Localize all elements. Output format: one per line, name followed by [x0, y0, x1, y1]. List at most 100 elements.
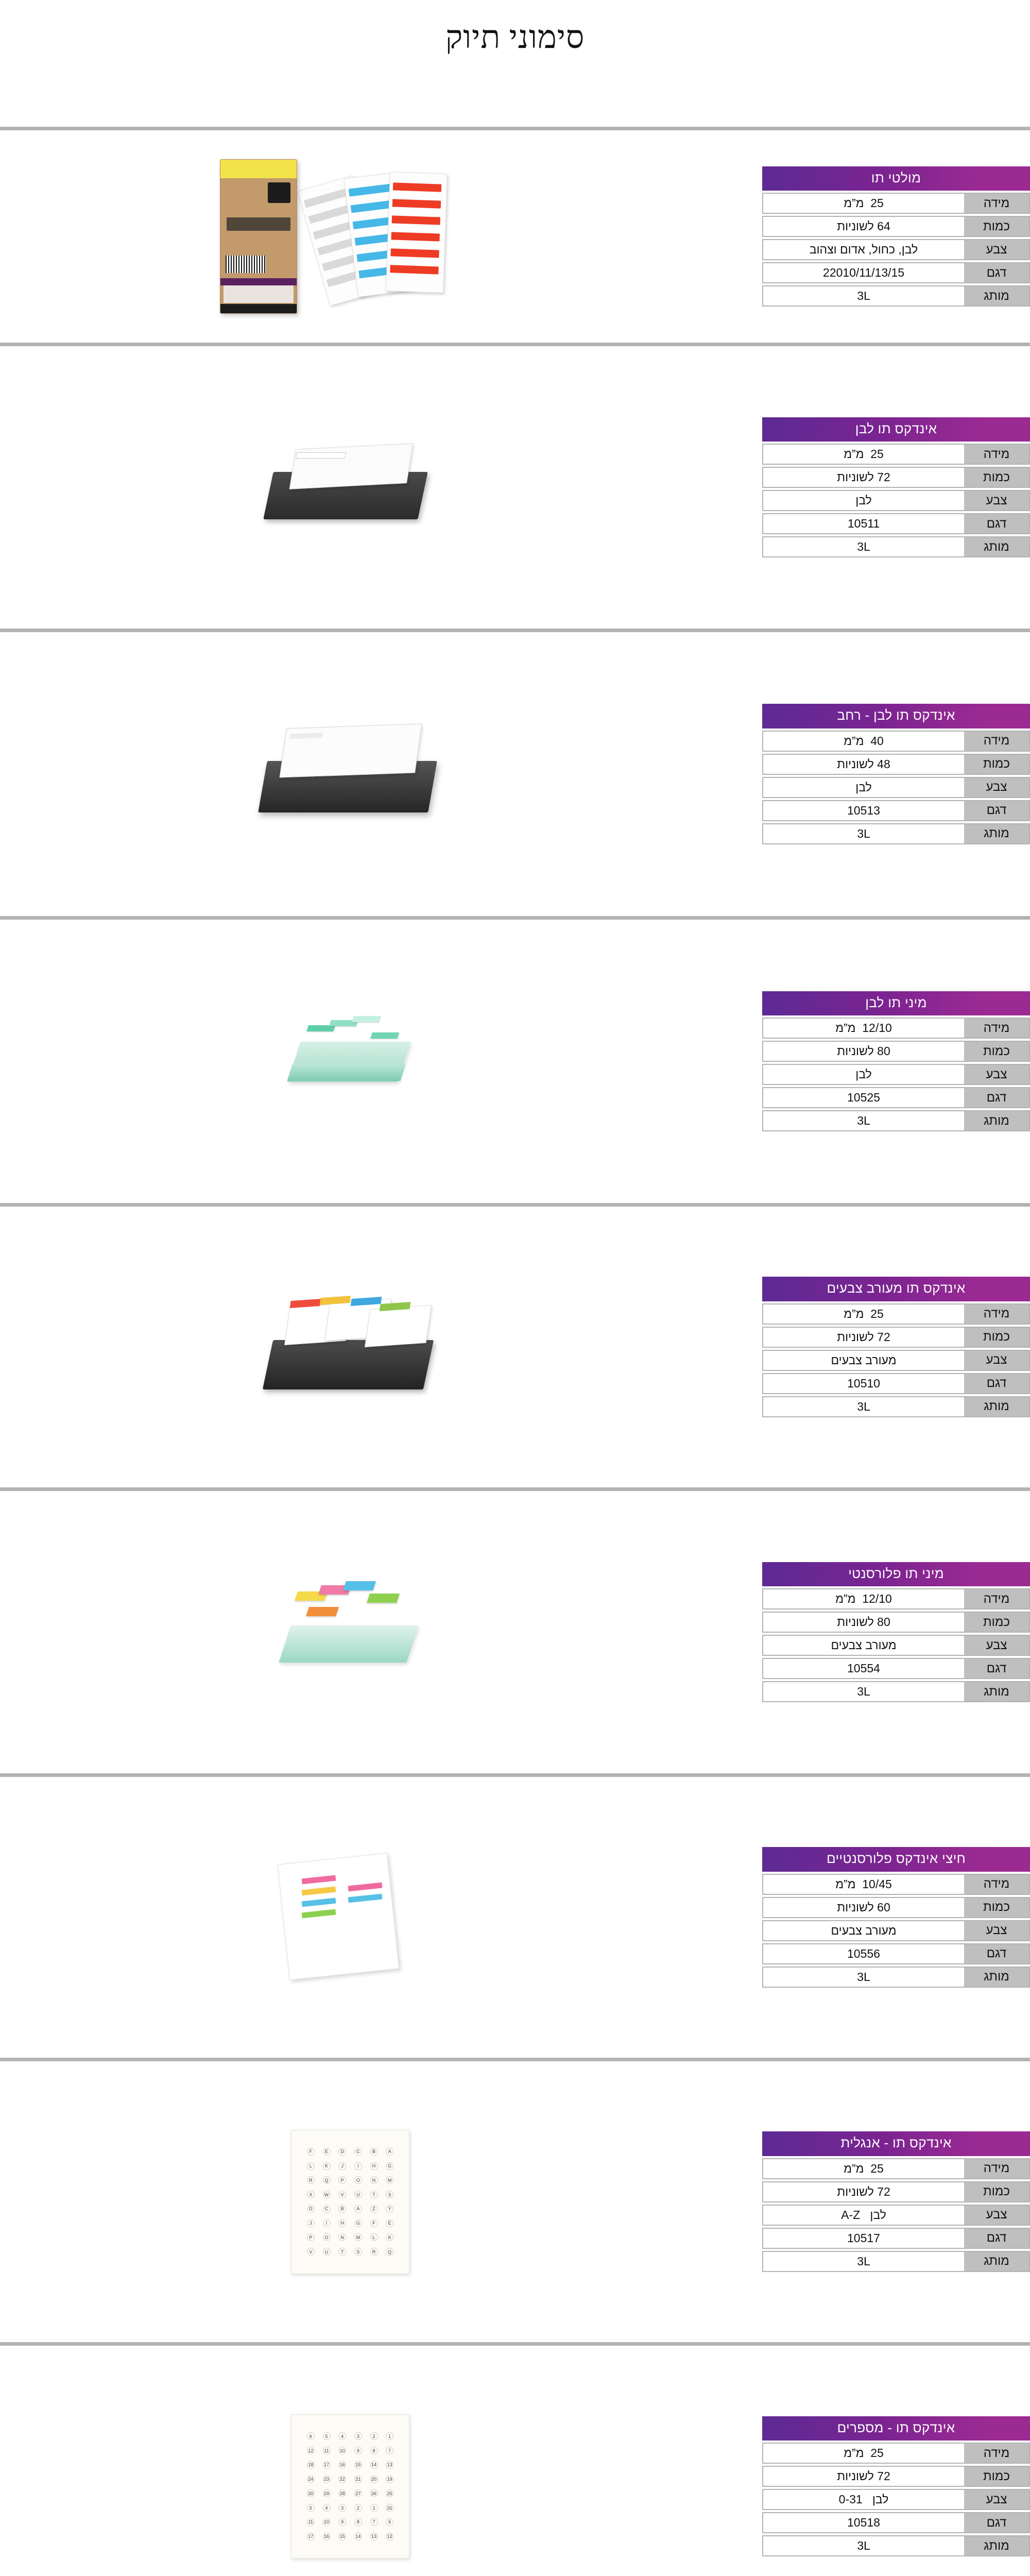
spec-label-quantity: כמות [964, 1613, 1029, 1632]
spec-label-size: מידה [964, 731, 1029, 751]
spec-value-model: 22010/11/13/15 [763, 263, 964, 283]
spec-label-brand: מותג [964, 1682, 1029, 1702]
product-title: אינדקס תו - אנגלית [762, 2131, 1030, 2156]
product-section-mixed-color-index-tabs[interactable]: אינדקס תו מעורב צבעים מידה 25 מ”מ כמות 7… [0, 1207, 1030, 1491]
spec-row-model: דגם 22010/11/13/15 [762, 262, 1030, 284]
product-section-number-index-tabs[interactable]: אינדקס תו - מספרים מידה 25 מ”מ כמות 72 ל… [0, 2346, 1030, 2576]
spec-row-quantity: כמות 60 לשוניות [762, 1896, 1030, 1918]
spec-row-color: צבע מעורב צבעים [762, 1349, 1030, 1371]
spec-label-model: דגם [964, 2228, 1029, 2248]
spec-label-color: צבע [964, 1065, 1029, 1084]
spec-value-brand: 3L [763, 1397, 964, 1416]
spec-label-quantity: כמות [964, 217, 1029, 236]
spec-label-size: מידה [964, 1874, 1029, 1894]
spec-value-color: לבן [763, 1065, 964, 1084]
spec-row-color: צבע לבן [762, 1064, 1030, 1086]
spec-value-color: לבן, כחול, אדום וצהוב [763, 240, 964, 260]
white-index-tabs-binder-photo [263, 441, 435, 534]
product-section-fluorescent-mini-tabs[interactable]: מיני תו פלורסנטי מידה 12/10 מ”מ כמות 80 … [0, 1491, 1030, 1777]
spec-value-brand: 3L [763, 1967, 964, 1987]
spec-row-brand: מותג 3L [762, 1110, 1030, 1132]
spec-column: אינדקס תו - אנגלית מידה 25 מ”מ כמות 72 ל… [700, 2131, 1030, 2272]
product-section-mini-white-tabs[interactable]: מיני תו לבן מידה 12/10 מ”מ כמות 80 לשוני… [0, 920, 1030, 1207]
spec-row-quantity: כמות 48 לשוניות [762, 753, 1030, 775]
spec-label-model: דגם [964, 801, 1029, 820]
spec-row-quantity: כמות 72 לשוניות [762, 2181, 1030, 2202]
product-section-english-index-tabs[interactable]: אינדקס תו - אנגלית מידה 25 מ”מ כמות 72 ל… [0, 2061, 1030, 2346]
spec-row-brand: מותג 3L [762, 1396, 1030, 1417]
spec-value-color: מעורב צבעים [763, 1350, 964, 1370]
spec-label-quantity: כמות [964, 754, 1029, 774]
spec-value-model: 10517 [763, 2228, 964, 2248]
spec-value-model: 10511 [763, 514, 964, 534]
product-image-column [0, 1207, 700, 1487]
product-section-white-index-tabs[interactable]: אינדקס תו לבן מידה 25 מ”מ כמות 72 לשוניו… [0, 346, 1030, 632]
spec-value-size: 12/10 מ”מ [763, 1589, 964, 1609]
spec-value-quantity: 80 לשוניות [763, 1042, 964, 1061]
spec-row-size: מידה 12/10 מ”מ [762, 1588, 1030, 1610]
spec-row-color: צבע לבן A-Z [762, 2204, 1030, 2226]
product-title: אינדקס תו מעורב צבעים [762, 1277, 1030, 1301]
spec-value-model: 10513 [763, 801, 964, 820]
spec-label-color: צבע [964, 1636, 1029, 1655]
spec-row-size: מידה 12/10 מ”מ [762, 1018, 1030, 1039]
fluorescent-mini-tabs-photo [276, 1578, 425, 1686]
product-section-multi-tabs[interactable]: מולטי תו מידה 25 מ”מ כמות 64 לשוניות צבע… [0, 130, 1030, 346]
spec-label-color: צבע [964, 240, 1029, 260]
spec-label-quantity: כמות [964, 468, 1029, 487]
spec-label-brand: מותג [964, 1111, 1029, 1131]
spec-column: מיני תו לבן מידה 12/10 מ”מ כמות 80 לשוני… [700, 991, 1030, 1132]
product-section-fluorescent-index-arrows[interactable]: חיצי אינדקס פלורסנטיים מידה 10/45 מ”מ כמ… [0, 1777, 1030, 2061]
spec-label-brand: מותג [964, 2251, 1029, 2271]
product-section-wide-white-index-tabs[interactable]: אינדקס תו לבן - רחב מידה 40 מ”מ כמות 48 … [0, 632, 1030, 920]
spec-value-size: 25 מ”מ [763, 2159, 964, 2178]
spec-value-size: 25 מ”מ [763, 1304, 964, 1324]
spec-table: מיני תו פלורסנטי מידה 12/10 מ”מ כמות 80 … [762, 1562, 1030, 1703]
mixed-color-index-tabs-photo [262, 1295, 438, 1399]
product-image-column [0, 920, 700, 1203]
spec-value-quantity: 72 לשוניות [763, 1327, 964, 1347]
spec-row-brand: מותג 3L [762, 2250, 1030, 2272]
spec-column: מולטי תו מידה 25 מ”מ כמות 64 לשוניות צבע… [700, 166, 1030, 307]
spec-label-brand: מותג [964, 2536, 1029, 2556]
spec-label-brand: מותג [964, 537, 1029, 557]
spec-row-size: מידה 10/45 מ”מ [762, 1873, 1030, 1895]
spec-value-size: 12/10 מ”מ [763, 1019, 964, 1038]
product-title: חיצי אינדקס פלורסנטיים [762, 1847, 1030, 1872]
spec-label-brand: מותג [964, 286, 1029, 306]
spec-label-size: מידה [964, 2444, 1029, 2463]
spec-row-color: צבע מעורב צבעים [762, 1635, 1030, 1656]
spec-label-color: צבע [964, 1921, 1029, 1940]
spec-value-quantity: 72 לשוניות [763, 2182, 964, 2201]
page-title: סימוני תיוק [445, 20, 585, 55]
spec-value-size: 25 מ”מ [763, 445, 964, 464]
spec-value-color: לבן [763, 491, 964, 511]
spec-row-brand: מותג 3L [762, 1966, 1030, 1988]
spec-value-quantity: 72 לשוניות [763, 2467, 964, 2486]
spec-value-color: מעורב צבעים [763, 1636, 964, 1655]
spec-label-model: דגם [964, 1374, 1029, 1393]
spec-row-size: מידה 40 מ”מ [762, 730, 1030, 752]
spec-table: אינדקס תו לבן מידה 25 מ”מ כמות 72 לשוניו… [762, 417, 1030, 558]
spec-label-color: צבע [964, 2205, 1029, 2225]
product-title: אינדקס תו לבן - רחב [762, 704, 1030, 728]
spec-value-brand: 3L [763, 824, 964, 843]
mini-white-tabs-photo [286, 1010, 415, 1113]
spec-value-quantity: 80 לשוניות [763, 1613, 964, 1632]
spec-row-quantity: כמות 80 לשוניות [762, 1612, 1030, 1633]
spec-row-size: מידה 25 מ”מ [762, 193, 1030, 214]
spec-row-quantity: כמות 72 לשוניות [762, 1326, 1030, 1348]
spec-value-brand: 3L [763, 2251, 964, 2271]
spec-row-size: מידה 25 מ”מ [762, 2158, 1030, 2179]
spec-label-model: דגם [964, 2513, 1029, 2533]
tab-sheets-fan-icon [297, 170, 480, 306]
spec-value-brand: 3L [763, 1111, 964, 1131]
spec-label-model: דגם [964, 1659, 1029, 1679]
multi-tabs-fan-and-pack-photo [220, 159, 480, 314]
spec-row-brand: מותג 3L [762, 285, 1030, 307]
wide-white-index-tabs-binder-photo [258, 718, 443, 831]
spec-table: אינדקס תו מעורב צבעים מידה 25 מ”מ כמות 7… [762, 1277, 1030, 1417]
spec-row-model: דגם 10518 [762, 2512, 1030, 2534]
spec-label-size: מידה [964, 2159, 1029, 2178]
